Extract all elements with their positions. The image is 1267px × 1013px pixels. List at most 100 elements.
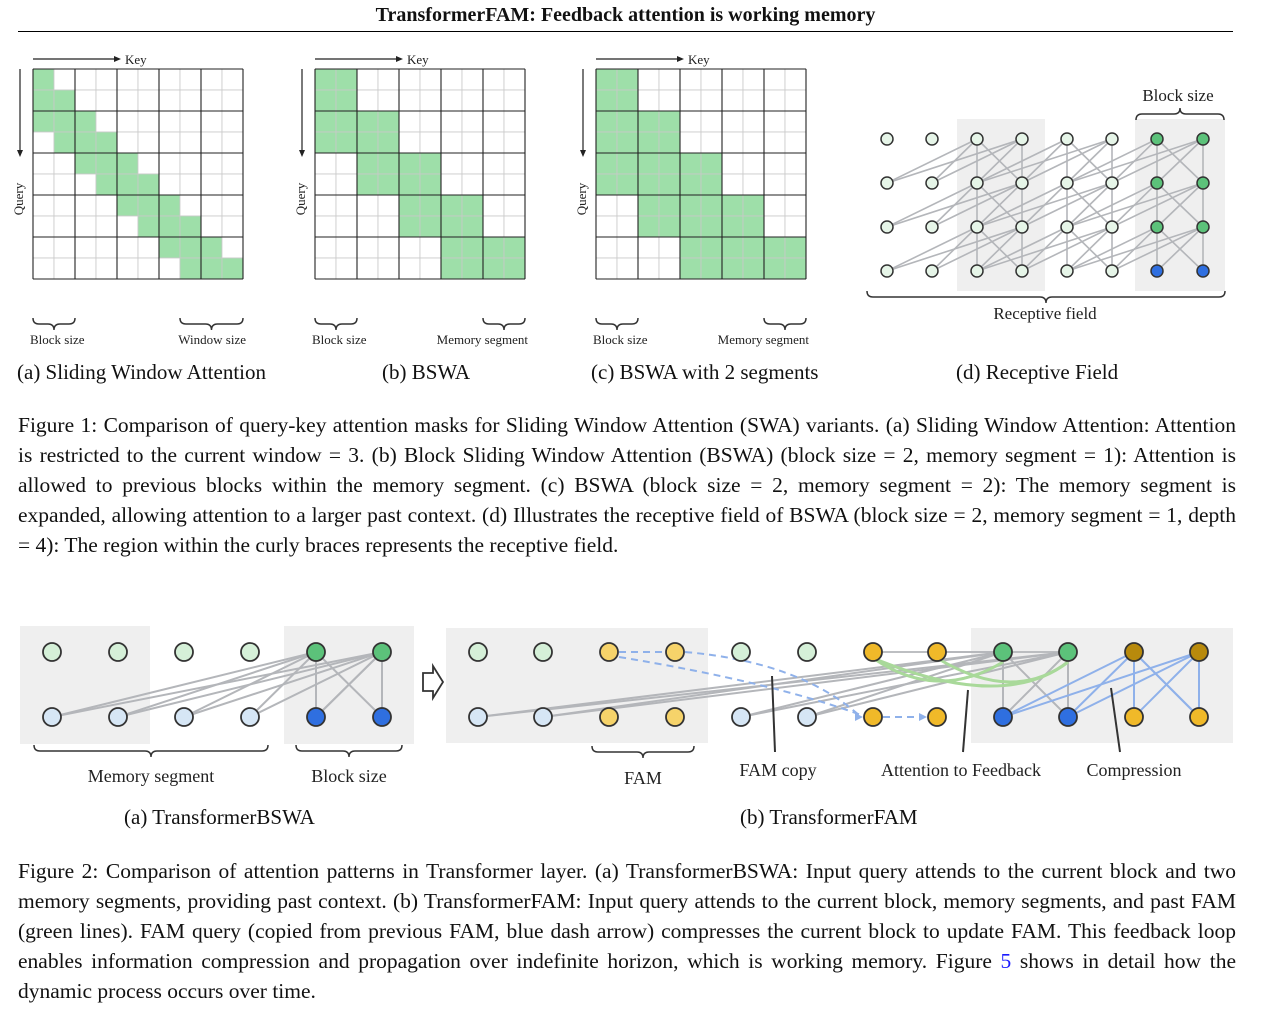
mask-cell (595, 194, 618, 217)
mask-cell (616, 173, 639, 196)
mask-cell (700, 194, 723, 217)
attention-edge (1066, 182, 1158, 228)
mask-cell (482, 257, 505, 280)
mask-cell (137, 215, 160, 238)
token-node (880, 176, 894, 190)
mask-cell (658, 131, 681, 154)
mask-cell (221, 236, 244, 259)
mask-cell (679, 68, 702, 91)
mask-cell (95, 215, 118, 238)
mask-cell (721, 89, 744, 112)
token-node (1060, 132, 1074, 146)
mask-cell (763, 68, 786, 91)
mask-cell (398, 257, 421, 280)
attention-edge (886, 226, 978, 272)
mask-cell (700, 173, 723, 196)
attention-edge (1156, 226, 1204, 272)
mask-cell (158, 68, 181, 91)
input-node (306, 707, 326, 727)
mask-cell (721, 110, 744, 133)
mask-cell (137, 152, 160, 175)
mask-cell (616, 89, 639, 112)
mask-cell (742, 110, 765, 133)
mask-cell (482, 89, 505, 112)
token-node (970, 176, 984, 190)
output-node (108, 642, 128, 662)
mask-cell (637, 173, 660, 196)
mask-cell (137, 173, 160, 196)
attention-edge (315, 651, 383, 718)
mask-cell (700, 152, 723, 175)
figure-5-link[interactable]: 5 (1000, 949, 1012, 973)
fig1-caption-c: (c) BSWA with 2 segments (591, 360, 819, 384)
mask-cell (742, 194, 765, 217)
mask-cell (595, 68, 618, 91)
mask-cell (32, 173, 55, 196)
mask-cell (742, 89, 765, 112)
receptive-field-brace (866, 290, 1226, 304)
attention-edge (886, 182, 978, 228)
attention-label: Attention to Feedback (881, 760, 1041, 780)
output-node (599, 642, 619, 662)
mask-cell (116, 131, 139, 154)
mask-cell (461, 194, 484, 217)
mask-cell (398, 131, 421, 154)
attention-edge (976, 182, 1068, 228)
mask-cell (461, 89, 484, 112)
mask-cell (137, 257, 160, 280)
token-node (1015, 132, 1029, 146)
mask-cell (200, 257, 223, 280)
mask-cell (721, 68, 744, 91)
mask-cell (763, 215, 786, 238)
fig1-caption-b: (b) BSWA (382, 360, 471, 384)
attention-edge (1156, 182, 1204, 228)
mask-cell (461, 215, 484, 238)
token-node (970, 264, 984, 278)
mask-cell (377, 131, 400, 154)
token-node (1015, 220, 1029, 234)
token-node (925, 132, 939, 146)
attention-edge (117, 651, 317, 718)
right-brace (763, 317, 807, 331)
mask-cell (356, 194, 379, 217)
mask-cell (53, 215, 76, 238)
mask-cell (314, 236, 337, 259)
mask-cell (221, 152, 244, 175)
receptive-field-diagram: Block size Receptive field (866, 86, 1226, 323)
mask-cell (658, 89, 681, 112)
token-node (925, 220, 939, 234)
fam-brace (591, 745, 695, 759)
mask-cell (314, 173, 337, 196)
token-node (1060, 176, 1074, 190)
mask-cell (95, 236, 118, 259)
fam-label: FAM (624, 768, 662, 788)
mask-cell (74, 257, 97, 280)
attention-edge (1066, 138, 1158, 184)
query-arrowhead (299, 150, 305, 157)
attention-edge (1002, 651, 1069, 718)
mask-cell (356, 89, 379, 112)
mask-cell (179, 152, 202, 175)
figure-2-caption: Figure 2: Comparison of attention patter… (18, 856, 1236, 1006)
mask-cell (377, 173, 400, 196)
token-node (1150, 132, 1164, 146)
mask-cell (637, 194, 660, 217)
mask-cell (419, 236, 442, 259)
mask-cell (700, 236, 723, 259)
output-node (731, 642, 751, 662)
mask-cell (461, 257, 484, 280)
mask-cell (637, 89, 660, 112)
fig1-caption-d: (d) Receptive Field (956, 360, 1119, 384)
mask-cell (637, 68, 660, 91)
mask-cell (658, 152, 681, 175)
compression-label: Compression (1086, 760, 1181, 780)
mask-cell (503, 215, 526, 238)
mask-cell (503, 131, 526, 154)
mask-cell (74, 68, 97, 91)
attention-edge (51, 651, 317, 718)
mask-cell (314, 194, 337, 217)
mask-cell (784, 257, 807, 280)
attention-edge (1066, 182, 1113, 228)
mask-cell (356, 110, 379, 133)
input-node (665, 707, 685, 727)
